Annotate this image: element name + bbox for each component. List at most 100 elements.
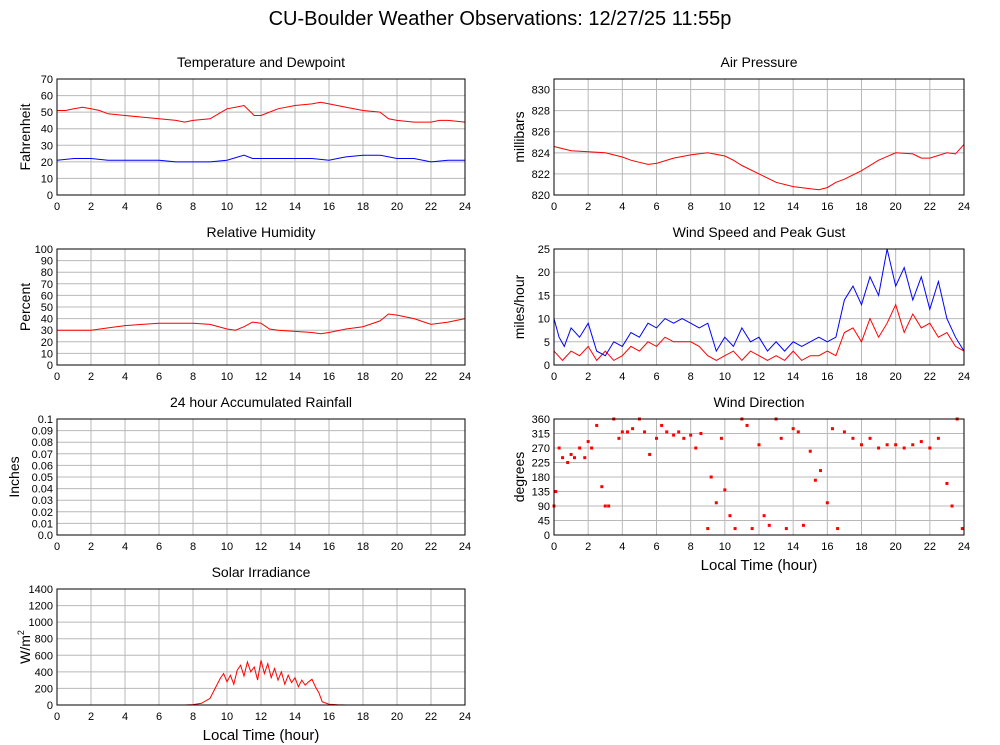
- x-tick-label: 6: [156, 201, 162, 213]
- data-point: [830, 427, 834, 431]
- data-point: [762, 514, 766, 518]
- y-tick-label: 0.06: [32, 460, 53, 472]
- data-point: [728, 514, 732, 518]
- data-point: [819, 469, 822, 473]
- data-point: [714, 501, 718, 505]
- y-tick-label: 0: [544, 530, 550, 542]
- y-tick-label: 360: [532, 414, 550, 426]
- data-point: [877, 446, 881, 450]
- plot-frame: [553, 418, 965, 536]
- x-tick-label: 2: [585, 201, 591, 213]
- x-tick-label: 8: [688, 201, 694, 213]
- x-tick-label: 0: [54, 711, 60, 723]
- x-tick-label: 4: [122, 371, 128, 383]
- x-tick-label: 6: [653, 201, 659, 213]
- x-tick-label: 22: [924, 201, 936, 213]
- y-tick-label: 15: [538, 290, 550, 302]
- y-tick-label: 0.07: [32, 449, 53, 461]
- data-point: [648, 452, 652, 456]
- x-tick-label: 16: [323, 371, 335, 383]
- y-tick-label: 45: [538, 516, 550, 528]
- y-tick-label: 225: [532, 458, 550, 470]
- x-tick-label: 12: [255, 371, 267, 383]
- y-tick-label: 20: [41, 157, 53, 169]
- x-tick-label: 8: [190, 371, 196, 383]
- x-tick-label: 20: [890, 541, 902, 553]
- x-tick-label: 8: [688, 371, 694, 383]
- y-tick-label: 0.05: [32, 472, 53, 484]
- chart-title: Temperature and Dewpoint: [177, 54, 345, 70]
- x-tick-label: 20: [391, 201, 403, 213]
- data-point: [928, 446, 932, 450]
- x-tick-label: 6: [653, 541, 659, 553]
- data-point: [625, 430, 629, 434]
- data-point: [836, 527, 840, 531]
- data-point: [750, 527, 754, 531]
- y-tick-label: 10: [538, 314, 550, 326]
- chart-title: Solar Irradiance: [212, 564, 311, 580]
- x-tick-label: 24: [459, 201, 471, 213]
- data-point: [791, 427, 795, 431]
- x-tick-label: 18: [357, 371, 369, 383]
- x-tick-label: 16: [323, 711, 335, 723]
- y-tick-label: 1200: [29, 601, 53, 613]
- data-point: [919, 440, 923, 444]
- x-tick-label: 20: [391, 711, 403, 723]
- y-tick-label: 270: [532, 443, 550, 455]
- x-tick-label: 12: [753, 541, 765, 553]
- data-point: [561, 456, 565, 460]
- data-point: [554, 490, 558, 493]
- x-tick-label: 12: [255, 201, 267, 213]
- data-point: [631, 427, 635, 431]
- x-tick-label: 6: [156, 371, 162, 383]
- y-tick-label: 40: [41, 124, 53, 136]
- data-point: [784, 527, 788, 531]
- data-point: [860, 443, 863, 447]
- x-tick-label: 4: [122, 541, 128, 553]
- data-point: [689, 433, 693, 437]
- x-tick-label: 10: [719, 371, 731, 383]
- x-tick-label: 16: [821, 371, 833, 383]
- data-point: [779, 436, 783, 440]
- chart-title: Wind Speed and Peak Gust: [673, 224, 846, 240]
- data-point: [578, 446, 582, 450]
- data-point: [723, 488, 727, 492]
- x-tick-label: 18: [357, 201, 369, 213]
- x-tick-label: 24: [958, 541, 970, 553]
- x-tick-label: 16: [821, 541, 833, 553]
- y-tick-label: 0: [47, 190, 53, 202]
- data-point: [583, 456, 587, 460]
- data-point: [757, 443, 761, 447]
- x-tick-label: 2: [88, 201, 94, 213]
- y-tick-label: 824: [532, 148, 550, 160]
- y-tick-label: 0: [47, 360, 53, 372]
- x-tick-label: 4: [619, 201, 625, 213]
- x-tick-label: 2: [585, 541, 591, 553]
- plot-frame: [56, 78, 466, 196]
- series-line-0: [553, 303, 965, 362]
- x-tick-label: 10: [221, 201, 233, 213]
- x-tick-label: 14: [289, 541, 301, 553]
- y-tick-label: 0.08: [32, 437, 53, 449]
- y-tick-label: 40: [41, 314, 53, 326]
- x-tick-label: 2: [88, 371, 94, 383]
- page-title: CU-Boulder Weather Observations: 12/27/2…: [268, 8, 732, 30]
- x-tick-label: 12: [753, 371, 765, 383]
- x-tick-label: 20: [890, 201, 902, 213]
- x-tick-label: 8: [190, 201, 196, 213]
- y-tick-label: 100: [35, 244, 53, 256]
- data-point: [569, 452, 573, 456]
- y-tick-label: 828: [532, 106, 550, 118]
- data-point: [733, 527, 737, 531]
- y-tick-label: 400: [35, 667, 53, 679]
- data-point: [643, 430, 647, 434]
- y-axis-label: Percent: [17, 283, 33, 331]
- y-tick-label: 830: [532, 85, 550, 97]
- y-tick-label: 70: [41, 74, 53, 86]
- x-tick-label: 0: [551, 371, 557, 383]
- y-tick-label: 20: [538, 267, 550, 279]
